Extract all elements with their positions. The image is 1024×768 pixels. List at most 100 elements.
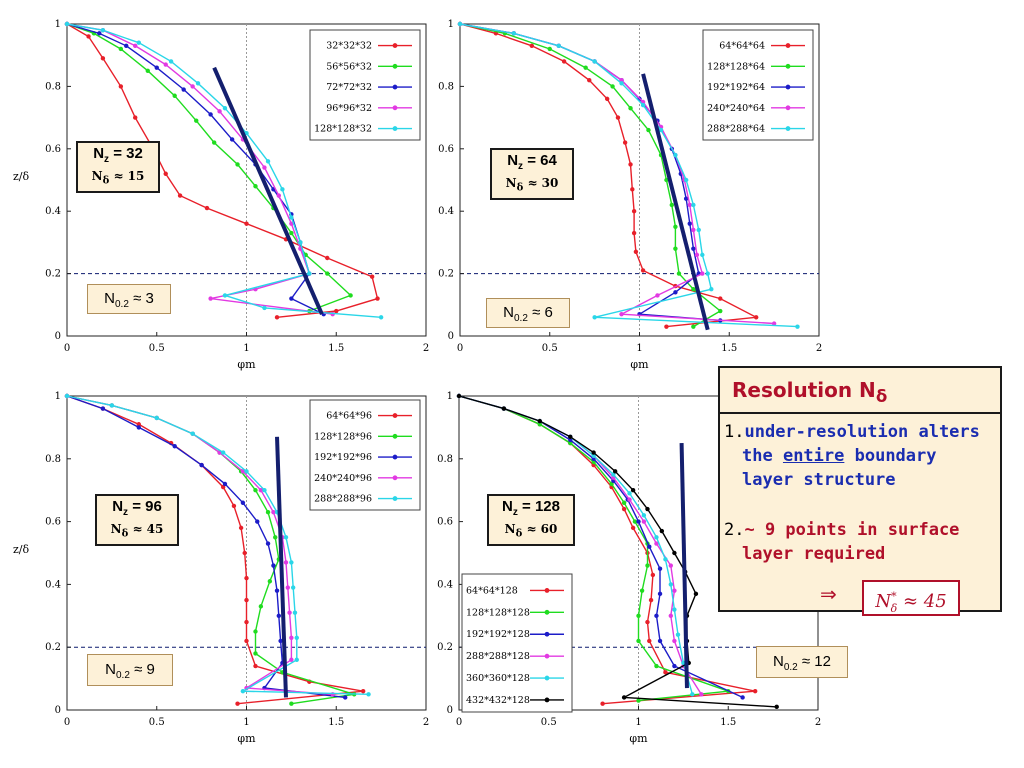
- data-point: [265, 159, 271, 164]
- data-point: [262, 305, 267, 311]
- data-point: [672, 607, 677, 612]
- data-point: [657, 566, 663, 571]
- data-point: [154, 415, 159, 421]
- y-tick-label: 1: [55, 19, 61, 30]
- x-tick-label: 0: [457, 343, 463, 354]
- legend-marker: [392, 475, 398, 481]
- n02-box-32: N0.2 ≈ 3: [87, 284, 171, 314]
- data-point: [64, 393, 70, 399]
- data-point: [265, 509, 271, 515]
- y-tick-label: 0.4: [45, 206, 61, 217]
- chart-1: 0 0.5 1 1.5 2 0 0.2 0.4 0.6 0.8 1 φm 64*64*64 128*128…: [438, 19, 822, 371]
- data-point: [294, 657, 299, 662]
- y-tick-label: 0.8: [437, 454, 453, 465]
- data-point: [136, 422, 141, 427]
- data-point: [154, 65, 159, 70]
- data-point: [163, 62, 168, 67]
- series-line: [458, 395, 729, 702]
- data-point: [650, 572, 656, 578]
- data-point: [672, 550, 677, 556]
- y-tick-label: 0.8: [45, 81, 61, 92]
- x-tick-label: 0.5: [542, 343, 558, 354]
- data-point: [619, 77, 624, 83]
- y-tick-label: 0.4: [45, 579, 61, 590]
- data-point: [529, 43, 534, 49]
- n02-box-96: N0.2 ≈ 9: [87, 654, 173, 686]
- legend-label: 64*64*64: [719, 41, 765, 52]
- data-point: [100, 28, 106, 33]
- data-point: [86, 34, 91, 39]
- data-point: [276, 193, 282, 198]
- data-point: [657, 591, 663, 597]
- data-point: [100, 406, 106, 411]
- data-point: [636, 519, 641, 524]
- y-tick-label: 0.4: [438, 206, 454, 217]
- data-point: [615, 115, 621, 120]
- data-point: [222, 293, 228, 298]
- legend-label: 192*192*64: [707, 82, 765, 93]
- chart-0: 0 0.5 1 1.5 2 0 0.2 0.4 0.6 0.8 1 φm z/δ 32*32*32 56*5…: [13, 19, 429, 371]
- data-point: [378, 315, 384, 320]
- data-point: [645, 506, 650, 512]
- data-point: [699, 692, 704, 697]
- x-tick-label: 0: [456, 717, 462, 728]
- data-point: [654, 541, 659, 546]
- legend-label: 128*128*64: [707, 61, 765, 72]
- data-point: [244, 575, 249, 581]
- data-point: [283, 560, 289, 565]
- data-point: [285, 585, 290, 590]
- legend-label: 128*128*128: [466, 607, 530, 618]
- data-point: [774, 704, 779, 710]
- data-point: [641, 519, 647, 524]
- data-point: [222, 106, 228, 111]
- data-point: [235, 162, 240, 167]
- data-point: [278, 638, 283, 644]
- data-point: [244, 469, 249, 474]
- data-point: [622, 140, 628, 145]
- data-point: [163, 171, 168, 176]
- legend-label: 288*288*128: [466, 651, 530, 662]
- series-128*128*32: [64, 21, 384, 320]
- data-point: [240, 500, 246, 505]
- legend-label: 240*240*96: [314, 473, 372, 484]
- data-point: [133, 115, 138, 120]
- legend-label: 360*360*128: [466, 673, 530, 684]
- data-point: [672, 638, 677, 644]
- data-point: [231, 503, 237, 509]
- data-point: [672, 588, 677, 593]
- data-point: [253, 651, 258, 656]
- data-point: [177, 193, 183, 198]
- data-point: [630, 525, 636, 531]
- data-point: [627, 491, 632, 496]
- data-point: [222, 481, 228, 487]
- data-point: [771, 321, 777, 326]
- data-point: [456, 393, 462, 399]
- data-point: [600, 701, 605, 706]
- data-point: [118, 84, 124, 89]
- data-point: [621, 695, 627, 700]
- nz-box-32: Nz = 32 Nδ ≈ 15: [76, 141, 160, 193]
- data-point: [307, 271, 312, 276]
- chart-3: 0 0.5 1 1.5 2 0 0.2 0.4 0.6 0.8 1 φm 64*64*128 128*12…: [437, 391, 821, 745]
- data-point: [568, 437, 573, 443]
- data-point: [271, 563, 276, 568]
- data-point: [289, 215, 294, 220]
- legend-marker: [392, 84, 398, 90]
- legend-label: 192*192*96: [314, 452, 372, 463]
- data-point: [124, 43, 129, 49]
- trend-line: [275, 436, 288, 698]
- data-point: [265, 541, 271, 546]
- data-point: [537, 418, 542, 424]
- x-tick-label: 1.5: [328, 717, 344, 728]
- resolution-panel: Resolution Nδ 1.under-resolution alters …: [718, 366, 1002, 616]
- data-point: [630, 488, 636, 493]
- legend-marker: [544, 675, 550, 681]
- data-point: [457, 21, 463, 27]
- data-point: [244, 597, 249, 603]
- legend-marker: [785, 105, 791, 111]
- data-point: [636, 613, 641, 618]
- data-point: [631, 230, 637, 236]
- data-point: [253, 629, 258, 634]
- legend-marker: [392, 43, 398, 48]
